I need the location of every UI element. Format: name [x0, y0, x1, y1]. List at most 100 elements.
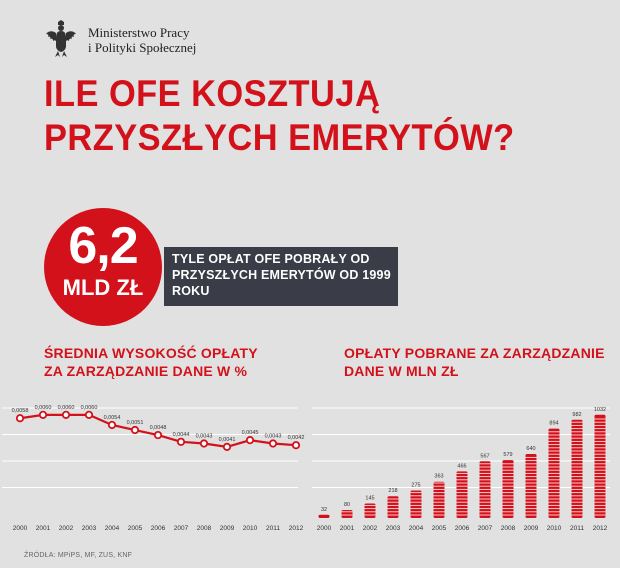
line-chart-data-label: 0,0041: [219, 437, 236, 443]
bar-chart-x-tick-label: 2002: [363, 525, 378, 532]
stat-description-box: [164, 247, 398, 306]
line-chart-data-label: 0,0051: [127, 420, 144, 426]
bar: [525, 454, 537, 518]
bar: [548, 428, 560, 518]
bar-chart-x-tick-label: 2010: [547, 525, 562, 532]
stat-number: 6,2: [68, 217, 138, 275]
headline: ILE OFE KOSZTUJĄ PRZYSZŁYCH EMERYTÓW?: [44, 72, 565, 160]
bar-body: [318, 514, 330, 518]
line-chart-point: [291, 441, 301, 450]
bar: [341, 510, 353, 518]
line-chart-x-tick-label: 2010: [243, 525, 258, 532]
bar-chart-data-label: 32: [321, 507, 327, 513]
bar-chart-data-label: 466: [457, 463, 466, 469]
line-chart-x-tick-label: 2009: [220, 525, 235, 532]
line-chart-data-label: 0,0060: [35, 405, 52, 411]
bar-chart-data-label: 275: [411, 483, 420, 489]
line-chart-point: [107, 420, 117, 430]
bar-chart-x-tick-label: 2004: [409, 525, 424, 532]
bar-chart-x-tick-label: 2007: [478, 525, 493, 532]
bar-body: [410, 490, 422, 518]
bar: [456, 471, 468, 518]
line-chart-x-tick-label: 2005: [128, 525, 143, 532]
bar: [364, 503, 376, 518]
line-chart-point: [38, 410, 48, 419]
source-note: ŹRÓDŁA: MPiPS, MF, ZUS, KNF: [24, 552, 133, 559]
stat-circle: [44, 208, 162, 326]
bar-chart-x-tick-label: 2003: [386, 525, 401, 532]
bar: [387, 496, 399, 518]
bar-body: [456, 471, 468, 518]
ministry-name: Ministerstwo Pracy i Polityki Społecznej: [88, 25, 196, 55]
bar-chart-x-tick-label: 2000: [317, 525, 332, 532]
line-chart-point: [61, 410, 71, 419]
bar-chart-x-tick-label: 2008: [501, 525, 516, 532]
bar-chart-data-label: 218: [388, 488, 397, 494]
bar: [594, 414, 606, 518]
bar-body: [433, 481, 445, 518]
bar-chart: 32 2000 80 2001 145 2002 218 2003 275 2004 363 2005…: [312, 407, 610, 532]
bar: [502, 460, 514, 518]
stat-description: TYLE OPŁAT OFE POBRAŁY OD PRZYSZŁYCH EME…: [172, 252, 391, 298]
line-chart-point: [268, 439, 278, 448]
bar-chart-data-label: 640: [526, 446, 535, 452]
bar-chart-data-label: 982: [572, 412, 581, 418]
bar-chart-x-tick-label: 2001: [340, 525, 355, 532]
bar: [433, 481, 445, 518]
line-chart-point: [245, 436, 255, 445]
bar-chart-data-label: 80: [344, 502, 350, 508]
line-chart-point: [222, 442, 232, 451]
bar-chart-x-tick-label: 2009: [524, 525, 539, 532]
line-chart-data-label: 0,0048: [150, 425, 167, 431]
line-chart-data-label: 0,0058: [12, 408, 29, 414]
bar-chart-data-label: 363: [434, 474, 443, 480]
bar-chart-data-label: 567: [480, 453, 489, 459]
line-chart-point: [176, 437, 186, 446]
bar-chart-data-label: 894: [549, 421, 558, 427]
bar: [318, 514, 330, 518]
line-chart-data-label: 0,0060: [58, 405, 75, 411]
bar: [571, 419, 583, 518]
line-chart-data-label: 0,0054: [104, 415, 121, 421]
headline-line1: ILE OFE KOSZTUJĄ: [44, 73, 381, 114]
line-chart-point: [130, 425, 140, 435]
ministry-logo: [44, 20, 204, 60]
line-chart-data-label: 0,0060: [81, 405, 98, 411]
line-chart-x-tick-label: 2002: [59, 525, 74, 532]
line-chart-x-tick-label: 2003: [82, 525, 97, 532]
bar-chart-x-tick-label: 2006: [455, 525, 470, 532]
line-chart-x-tick-label: 2008: [197, 525, 212, 532]
left-chart-title: ŚREDNIA WYSOKOŚĆ OPŁATY ZA ZARZĄDZANIE D…: [44, 345, 258, 379]
line-chart-data-label: 0,0045: [242, 430, 259, 436]
bar-body: [387, 496, 399, 518]
bar-body: [341, 510, 353, 518]
line-chart-data-label: 0,0043: [196, 434, 213, 440]
bar-chart-data-label: 1032: [594, 407, 606, 413]
bar-body: [571, 419, 583, 518]
eagle-emblem-icon: [46, 20, 76, 57]
right-chart-title: OPŁATY POBRANE ZA ZARZĄDZANIE DANE W MLN…: [344, 345, 605, 379]
ministry-name-line2: i Polityki Społecznej: [88, 40, 197, 55]
bar: [410, 490, 422, 518]
line-chart-data-label: 0,0042: [288, 435, 305, 441]
line-chart-x-tick-label: 2012: [289, 525, 304, 532]
bar-chart-x-tick-label: 2005: [432, 525, 447, 532]
line-chart-point: [15, 414, 25, 423]
line-chart-x-tick-label: 2004: [105, 525, 120, 532]
bar-chart-x-tick-label: 2012: [593, 525, 608, 532]
stat-unit: MLD ZŁ: [62, 275, 144, 300]
bar-chart-data-label: 579: [503, 452, 512, 458]
line-chart-data-label: 0,0043: [265, 434, 282, 440]
line-chart-point: [153, 430, 163, 440]
bar: [479, 461, 491, 518]
line-chart-point: [199, 439, 209, 448]
bar-chart-x-tick-label: 2011: [570, 525, 584, 532]
line-chart-data-label: 0,0044: [173, 432, 190, 438]
bar-chart-data-label: 145: [365, 496, 374, 502]
line-chart-x-tick-label: 2006: [151, 525, 166, 532]
line-chart-x-tick-label: 2001: [36, 525, 51, 532]
line-chart: 0,0058 2000 0,0060 2001 0,0060 2002 0,0060 2003…: [2, 405, 305, 532]
line-chart-x-tick-label: 2007: [174, 525, 189, 532]
line-chart-x-tick-label: 2000: [13, 525, 28, 532]
line-chart-point: [84, 410, 94, 419]
